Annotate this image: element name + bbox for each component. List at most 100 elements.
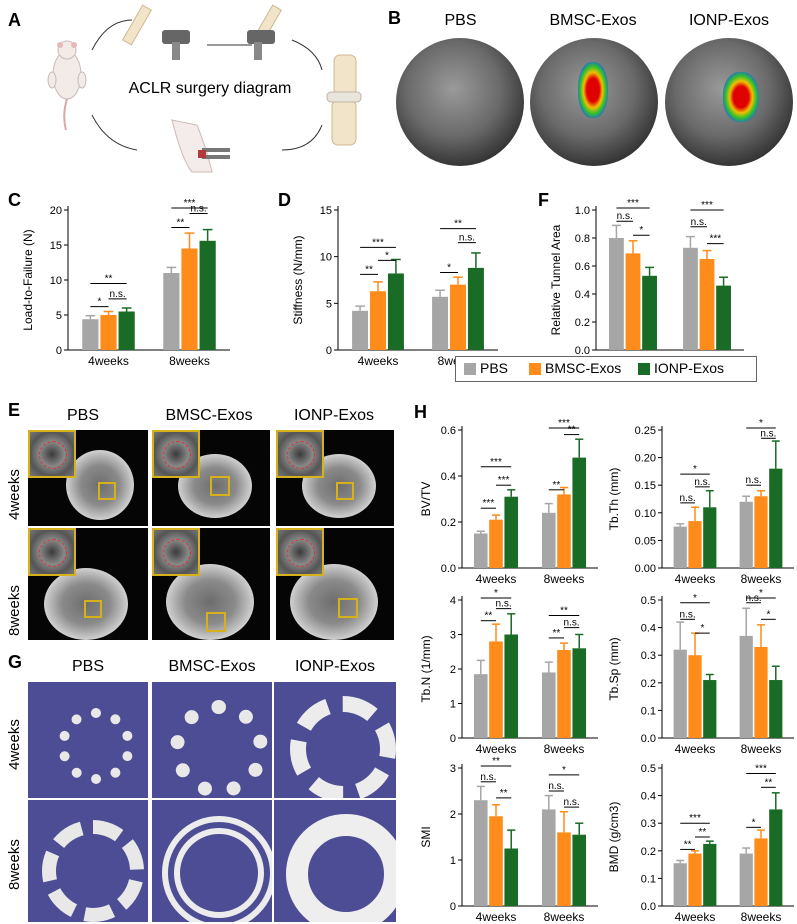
bar [557, 494, 571, 568]
significance-label: *** [709, 234, 721, 245]
panel-label-e: E [8, 400, 21, 420]
y-axis-label: SMI [419, 826, 433, 847]
bar [699, 259, 715, 350]
significance-label: * [385, 250, 389, 261]
ct-image-bmsc-4weeks [152, 430, 270, 526]
bar [467, 267, 484, 350]
y-axis-label: Stiffness (N/mm) [291, 235, 305, 324]
panel-e-col-ionp: IONP-Exos [293, 407, 374, 424]
panel-label-f: F [538, 190, 549, 210]
y-axis-label: Tb.N (1/mm) [419, 635, 433, 702]
bar [504, 848, 519, 906]
x-tick-label: 8weeks [741, 910, 782, 924]
significance-label: n.s. [564, 618, 580, 629]
panel-label-b: B [388, 8, 401, 28]
significance-label: ** [177, 218, 185, 229]
legend-swatch-ionp [638, 363, 650, 375]
bar [688, 521, 702, 568]
bar [769, 468, 783, 568]
bar [504, 634, 519, 738]
significance-label: n.s. [617, 211, 633, 222]
bar [557, 832, 571, 906]
bar [199, 240, 216, 350]
bar [163, 273, 180, 350]
significance-label: *** [627, 198, 639, 209]
recon-pbs-8weeks [28, 800, 148, 922]
x-tick-label: 8weeks [544, 572, 585, 586]
y-tick-label: 0.05 [635, 535, 656, 547]
significance-label: * [759, 588, 763, 599]
significance-label: n.s. [694, 477, 710, 488]
bar [625, 253, 641, 350]
bar [572, 834, 587, 906]
significance-label: ** [552, 628, 560, 639]
significance-label: n.s. [680, 493, 696, 504]
panel-g-row-4weeks: 4weeks [6, 719, 23, 770]
bar [739, 501, 753, 568]
bar [541, 512, 556, 568]
y-tick-label: 0.1 [641, 705, 656, 717]
y-tick-label: 1 [450, 699, 456, 711]
y-tick-label: 1 [450, 855, 456, 867]
panel-label-h: H [414, 402, 427, 422]
x-tick-label: 8weeks [544, 910, 585, 924]
signal-hotspot [578, 62, 608, 118]
y-tick-label: 0 [56, 345, 62, 357]
significance-label: ** [684, 839, 692, 850]
y-tick-label: 0.6 [575, 261, 590, 273]
panel-label-c: C [8, 190, 21, 210]
significance-label: ** [365, 264, 373, 275]
ct-image-ionp-8weeks [276, 528, 394, 640]
x-tick-label: 4weeks [675, 910, 716, 924]
y-tick-label: 0.3 [641, 818, 656, 830]
bar [642, 275, 657, 350]
y-tick-label: 5 [56, 310, 62, 322]
significance-label: *** [498, 475, 510, 486]
panel-label-g: G [8, 652, 23, 672]
y-tick-label: 15 [50, 240, 62, 252]
x-tick-label: 4weeks [358, 354, 399, 368]
recon-ionp-4weeks [274, 682, 396, 798]
x-tick-label: 4weeks [476, 572, 517, 586]
bar [703, 507, 717, 568]
significance-label: *** [490, 457, 502, 468]
legend-label-pbs: PBS [480, 360, 509, 376]
significance-label: ** [492, 756, 500, 767]
y-axis-label: Tb.Sp (mm) [607, 637, 621, 700]
surgery-diagram [47, 4, 362, 173]
panel-label-d: D [278, 190, 291, 210]
y-tick-label: 2 [450, 809, 456, 821]
panel-b-label-ionp: IONP-Exos [688, 12, 769, 29]
panel-e-col-bmsc: BMSC-Exos [165, 407, 253, 424]
y-tick-label: 0.5 [641, 595, 656, 607]
bar [754, 646, 768, 738]
significance-label: n.s. [564, 797, 580, 808]
y-tick-label: 0.15 [635, 480, 656, 492]
ivis-image-pbs [396, 38, 524, 166]
legend-label-bmsc: BMSC-Exos [545, 360, 622, 376]
y-tick-label: 0.0 [641, 901, 656, 913]
significance-label: ** [484, 611, 492, 622]
y-tick-label: 0.0 [575, 345, 590, 357]
chart-bmd: 0.0 0.1 0.2 0.3 0.4 0.5 BMD (g/cm3) 4weeks 8week… [607, 763, 794, 924]
y-tick-label: 20 [50, 205, 62, 217]
bar [754, 496, 768, 568]
legend: PBS BMSC-Exos IONP-Exos [455, 356, 757, 382]
y-tick-label: 4 [450, 595, 456, 607]
significance-label: * [639, 225, 643, 236]
knee-drill-illustration-2 [247, 4, 283, 60]
x-tick-label: 4weeks [476, 742, 517, 756]
chart-load-to-failure: 0 5 10 15 20 Load-to-Failure (N) 4weeks 8weeks *… [21, 198, 230, 368]
recon-bmsc-4weeks [152, 682, 272, 798]
significance-label: ** [105, 274, 113, 285]
bar [82, 319, 99, 350]
y-tick-label: 15 [320, 205, 332, 217]
y-tick-label: 0.6 [441, 425, 456, 437]
x-tick-label: 8weeks [741, 572, 782, 586]
bar [557, 650, 571, 738]
bar [473, 674, 488, 738]
significance-label: *** [483, 498, 495, 509]
significance-label: ** [454, 219, 462, 230]
